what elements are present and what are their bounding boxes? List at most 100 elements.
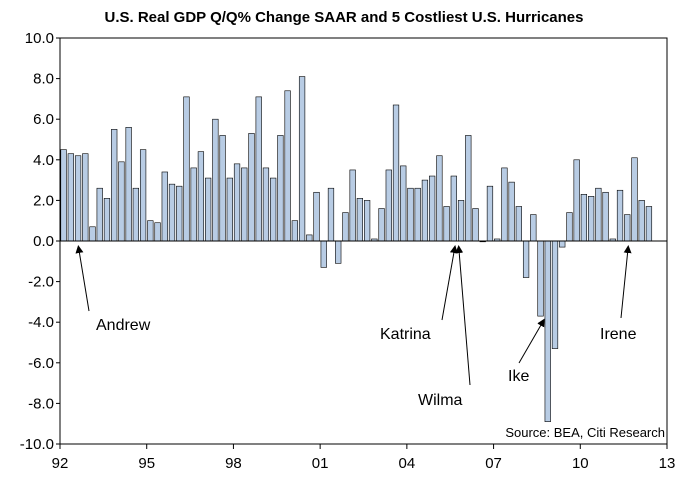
gdp-bar (96, 187, 103, 242)
gdp-bar (132, 187, 139, 242)
gdp-bar (74, 155, 82, 242)
gdp-bar (378, 208, 385, 242)
gdp-bar (241, 167, 248, 242)
gdp-bar (183, 96, 190, 242)
gdp-bar (60, 149, 67, 242)
gdp-bar (168, 183, 176, 242)
gdp-bar (356, 198, 364, 242)
gdp-bar (291, 220, 298, 242)
y-tick-label: 8.0 (33, 71, 54, 88)
annotation-label: Katrina (380, 326, 431, 343)
gdp-bar (450, 175, 457, 242)
gdp-bar (544, 240, 551, 422)
gdp-bar (400, 165, 407, 242)
gdp-bar (443, 206, 450, 242)
gdp-bar (320, 240, 327, 268)
gdp-bar (125, 127, 132, 242)
gdp-bar (306, 234, 313, 242)
y-tick-label: 6.0 (33, 111, 54, 128)
gdp-bar (595, 187, 602, 242)
gdp-bar (327, 187, 335, 242)
gdp-bar (638, 200, 645, 242)
gdp-bar (67, 153, 74, 242)
gdp-bar (645, 206, 653, 242)
chart-title: U.S. Real GDP Q/Q% Change SAAR and 5 Cos… (104, 9, 583, 26)
gdp-bar (118, 161, 125, 242)
gdp-bar (342, 212, 349, 242)
hurricane-annotations: Andrew Katrina Wilma Ike Irene (75, 245, 637, 409)
gdp-bar (226, 177, 233, 242)
gdp-bar (154, 222, 161, 242)
x-tick-label: 07 (485, 455, 502, 472)
x-tick-label: 04 (399, 455, 416, 472)
gdp-bar (197, 151, 205, 242)
y-axis: 10.0 8.0 6.0 4.0 2.0 0.0 -2.0 -4.0 -6.0 -8.0 -10.0 (20, 30, 60, 453)
gdp-bar (139, 149, 147, 242)
gdp-bar (262, 167, 270, 242)
annotation-arrow (455, 245, 471, 386)
gdp-bar (219, 135, 226, 242)
gdp-bar (573, 159, 580, 242)
gdp-bar (429, 175, 436, 242)
x-axis: 92 95 98 01 04 07 10 13 (52, 444, 676, 472)
gdp-bar (363, 200, 371, 242)
x-tick-label: 95 (138, 455, 155, 472)
annotation-label: Irene (600, 326, 637, 343)
gdp-bar (335, 240, 342, 264)
gdp-bar (602, 191, 609, 242)
y-tick-label: 0.0 (33, 233, 54, 250)
x-tick-label: 10 (572, 455, 589, 472)
gdp-bar (212, 118, 219, 242)
annotation-arrow (75, 245, 90, 312)
gdp-bar (414, 187, 421, 242)
gdp-bar (89, 226, 96, 242)
gdp-bar (588, 196, 595, 242)
y-tick-label: 4.0 (33, 152, 54, 169)
y-tick-label: -6.0 (28, 355, 54, 372)
annotation-label: Wilma (418, 392, 463, 409)
gdp-bar (111, 129, 118, 242)
gdp-bar (515, 206, 522, 242)
y-tick-label: -8.0 (28, 395, 54, 412)
y-tick-label: -4.0 (28, 314, 54, 331)
gdp-bar (580, 194, 588, 242)
gdp-bar (147, 220, 154, 242)
annotation-arrow (620, 245, 632, 319)
gdp-bar (508, 181, 515, 242)
gdp-bar (385, 169, 392, 242)
x-tick-label: 92 (52, 455, 69, 472)
y-tick-label: 10.0 (25, 30, 54, 47)
gdp-bar (255, 96, 262, 242)
annotation-arrow (441, 245, 458, 321)
gdp-bar (349, 169, 356, 242)
gdp-bar (457, 200, 465, 242)
gdp-bar (616, 189, 624, 242)
gdp-bar (407, 187, 414, 242)
gdp-bar (465, 135, 472, 242)
gdp-bar (190, 167, 197, 242)
annotation-arrow (518, 318, 545, 364)
gdp-bar (501, 167, 508, 242)
gdp-bar (631, 157, 638, 242)
gdp-bar (103, 198, 111, 242)
gdp-bar (537, 240, 544, 317)
y-tick-label: -10.0 (20, 436, 54, 453)
gdp-bar (298, 76, 306, 242)
y-tick-label: 2.0 (33, 192, 54, 209)
gdp-bar (270, 177, 277, 242)
x-tick-label: 13 (659, 455, 676, 472)
gdp-bar (161, 171, 168, 242)
x-tick-label: 01 (312, 455, 329, 472)
y-tick-label: -2.0 (28, 274, 54, 291)
gdp-bar (566, 212, 573, 242)
gdp-bar (530, 214, 537, 242)
x-tick-label: 98 (225, 455, 242, 472)
gdp-bar (551, 240, 559, 349)
gdp-bar (436, 155, 443, 242)
gdp-bar (82, 153, 89, 242)
gdp-bar (205, 177, 212, 242)
gdp-bar (248, 133, 255, 242)
annotation-label: Andrew (96, 317, 151, 334)
gdp-bar (421, 179, 429, 242)
